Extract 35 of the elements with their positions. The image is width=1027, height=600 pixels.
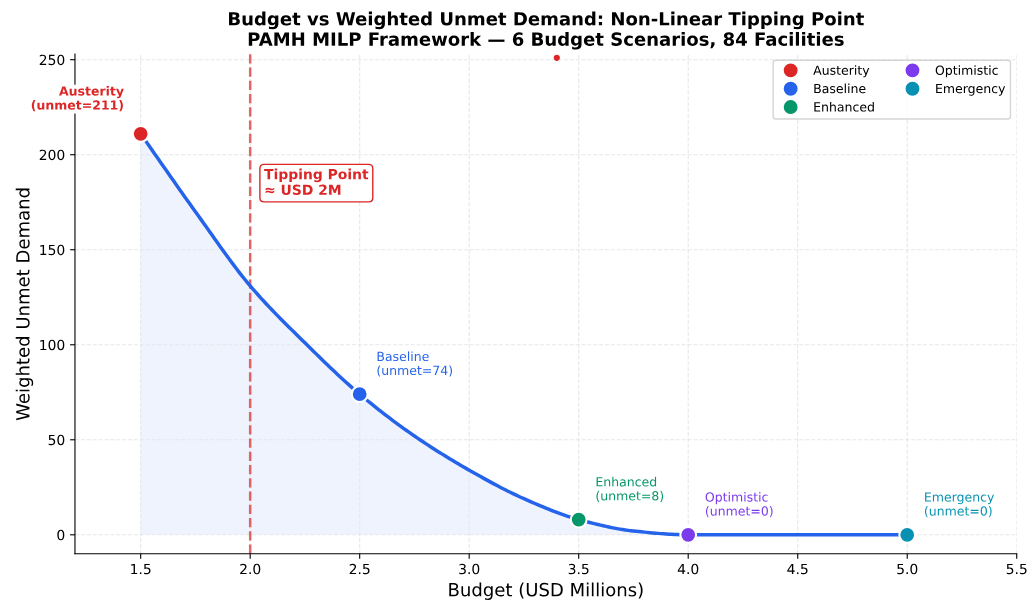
point: [131, 124, 150, 143]
point: [569, 510, 588, 529]
y-tick-label: 100: [40, 339, 65, 351]
x-tick-label: 4.5: [787, 563, 808, 575]
y-tick-label: 250: [39, 54, 65, 66]
annotation: Enhanced (unmet=8): [596, 476, 664, 502]
annotation: Optimistic (unmet=0): [705, 492, 773, 518]
chart-title: Budget vs Weighted Unmet Demand: Non-Linear Tipping Point PAMH MILP Framework — 6 Budget Scenarios, 84 Facilities: [229, 11, 864, 50]
legend-label: Optimistic: [935, 65, 998, 78]
legend-label: Enhanced: [814, 101, 874, 112]
y-tick-label: 150: [40, 244, 65, 256]
annotation: Baseline (unmet=74): [377, 351, 453, 377]
annotation: Emergency (unmet=0): [924, 492, 995, 518]
legend-label: Emergency: [936, 83, 1006, 96]
point: [350, 385, 369, 404]
ref-line-label: Tipping Point ≈ USD 2M: [264, 168, 369, 196]
x-tick-label: 2.5: [349, 563, 370, 575]
y-tick-label: 50: [48, 434, 65, 446]
x-tick-label: 3.0: [459, 563, 480, 575]
x-tick-label: 1.5: [131, 563, 151, 575]
y-axis-title: Weighted Unmet Demand: [15, 188, 34, 421]
x-tick-label: 4.0: [677, 563, 699, 575]
x-axis-title: Budget (USD Millions): [449, 582, 643, 600]
y-tick-label: 0: [57, 529, 65, 541]
point: [898, 525, 917, 544]
x-tick-label: 5.5: [1006, 563, 1027, 575]
annotation: Austerity (unmet=211): [31, 86, 124, 112]
point: [679, 525, 698, 544]
x-tick-label: 2.0: [240, 563, 261, 575]
x-tick-label: 3.5: [568, 563, 589, 575]
legend-label: Baseline: [814, 83, 866, 94]
y-tick-label: 200: [39, 149, 65, 161]
x-tick-label: 5.0: [897, 563, 918, 575]
legend-label: Austerity: [813, 65, 870, 78]
point: [553, 54, 560, 61]
